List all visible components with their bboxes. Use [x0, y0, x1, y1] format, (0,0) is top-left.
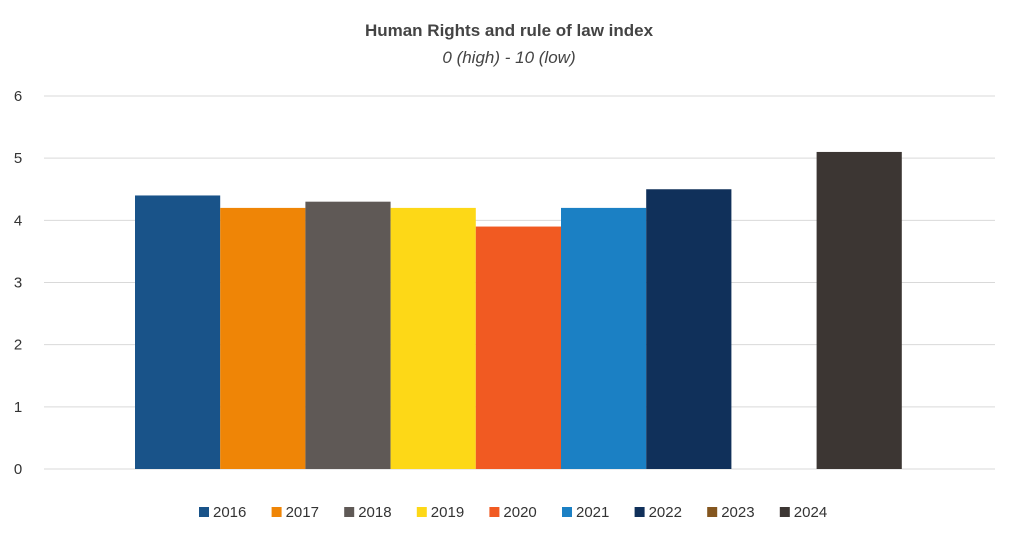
legend-item-2018: 2018	[344, 504, 392, 521]
legend-label: 2020	[503, 504, 536, 521]
chart-subtitle: 0 (high) - 10 (low)	[442, 48, 575, 67]
y-axis-ticks: 0 1 2 3 4 5 6	[14, 88, 22, 478]
legend-item-2020: 2020	[489, 504, 537, 521]
legend-swatch	[707, 507, 718, 517]
legend-label: 2024	[794, 504, 827, 521]
legend-item-2023: 2023	[707, 504, 755, 521]
bar-2020	[475, 226, 561, 469]
legend: 2016 2017 2018 2019 2020 2021 2022 2023 2024	[199, 504, 827, 521]
bar-2018	[305, 201, 391, 469]
legend-item-2017: 2017	[271, 504, 319, 521]
y-tick-label: 0	[14, 461, 22, 478]
y-tick-label: 1	[14, 399, 22, 416]
legend-item-2022: 2022	[634, 504, 682, 521]
legend-label: 2018	[358, 504, 391, 521]
legend-swatch	[634, 507, 645, 517]
legend-item-2024: 2024	[779, 504, 827, 521]
legend-label: 2017	[286, 504, 319, 521]
legend-label: 2022	[649, 504, 682, 521]
legend-swatch	[562, 507, 572, 517]
legend-swatch	[779, 507, 790, 517]
y-tick-label: 2	[14, 337, 22, 354]
y-tick-label: 6	[14, 88, 22, 105]
bar-2022	[646, 189, 732, 469]
legend-swatch	[199, 507, 209, 517]
legend-label: 2021	[576, 504, 609, 521]
y-tick-label: 4	[14, 212, 22, 229]
legend-label: 2019	[431, 504, 464, 521]
bar-2019	[390, 207, 476, 469]
legend-item-2016: 2016	[199, 504, 246, 521]
bar-2024	[816, 151, 902, 469]
legend-item-2021: 2021	[562, 504, 609, 521]
y-tick-label: 3	[14, 275, 22, 292]
legend-swatch	[416, 507, 427, 517]
legend-swatch	[489, 507, 500, 517]
bar-2021	[561, 207, 647, 469]
legend-swatch	[271, 507, 282, 517]
chart-title: Human Rights and rule of law index	[365, 21, 654, 40]
legend-swatch	[344, 507, 355, 517]
legend-item-2019: 2019	[416, 504, 464, 521]
legend-label: 2016	[213, 504, 246, 521]
bar-2016	[135, 195, 221, 469]
bar-2017	[220, 207, 306, 469]
y-tick-label: 5	[14, 150, 22, 167]
legend-label: 2023	[721, 504, 754, 521]
bars	[135, 151, 902, 469]
